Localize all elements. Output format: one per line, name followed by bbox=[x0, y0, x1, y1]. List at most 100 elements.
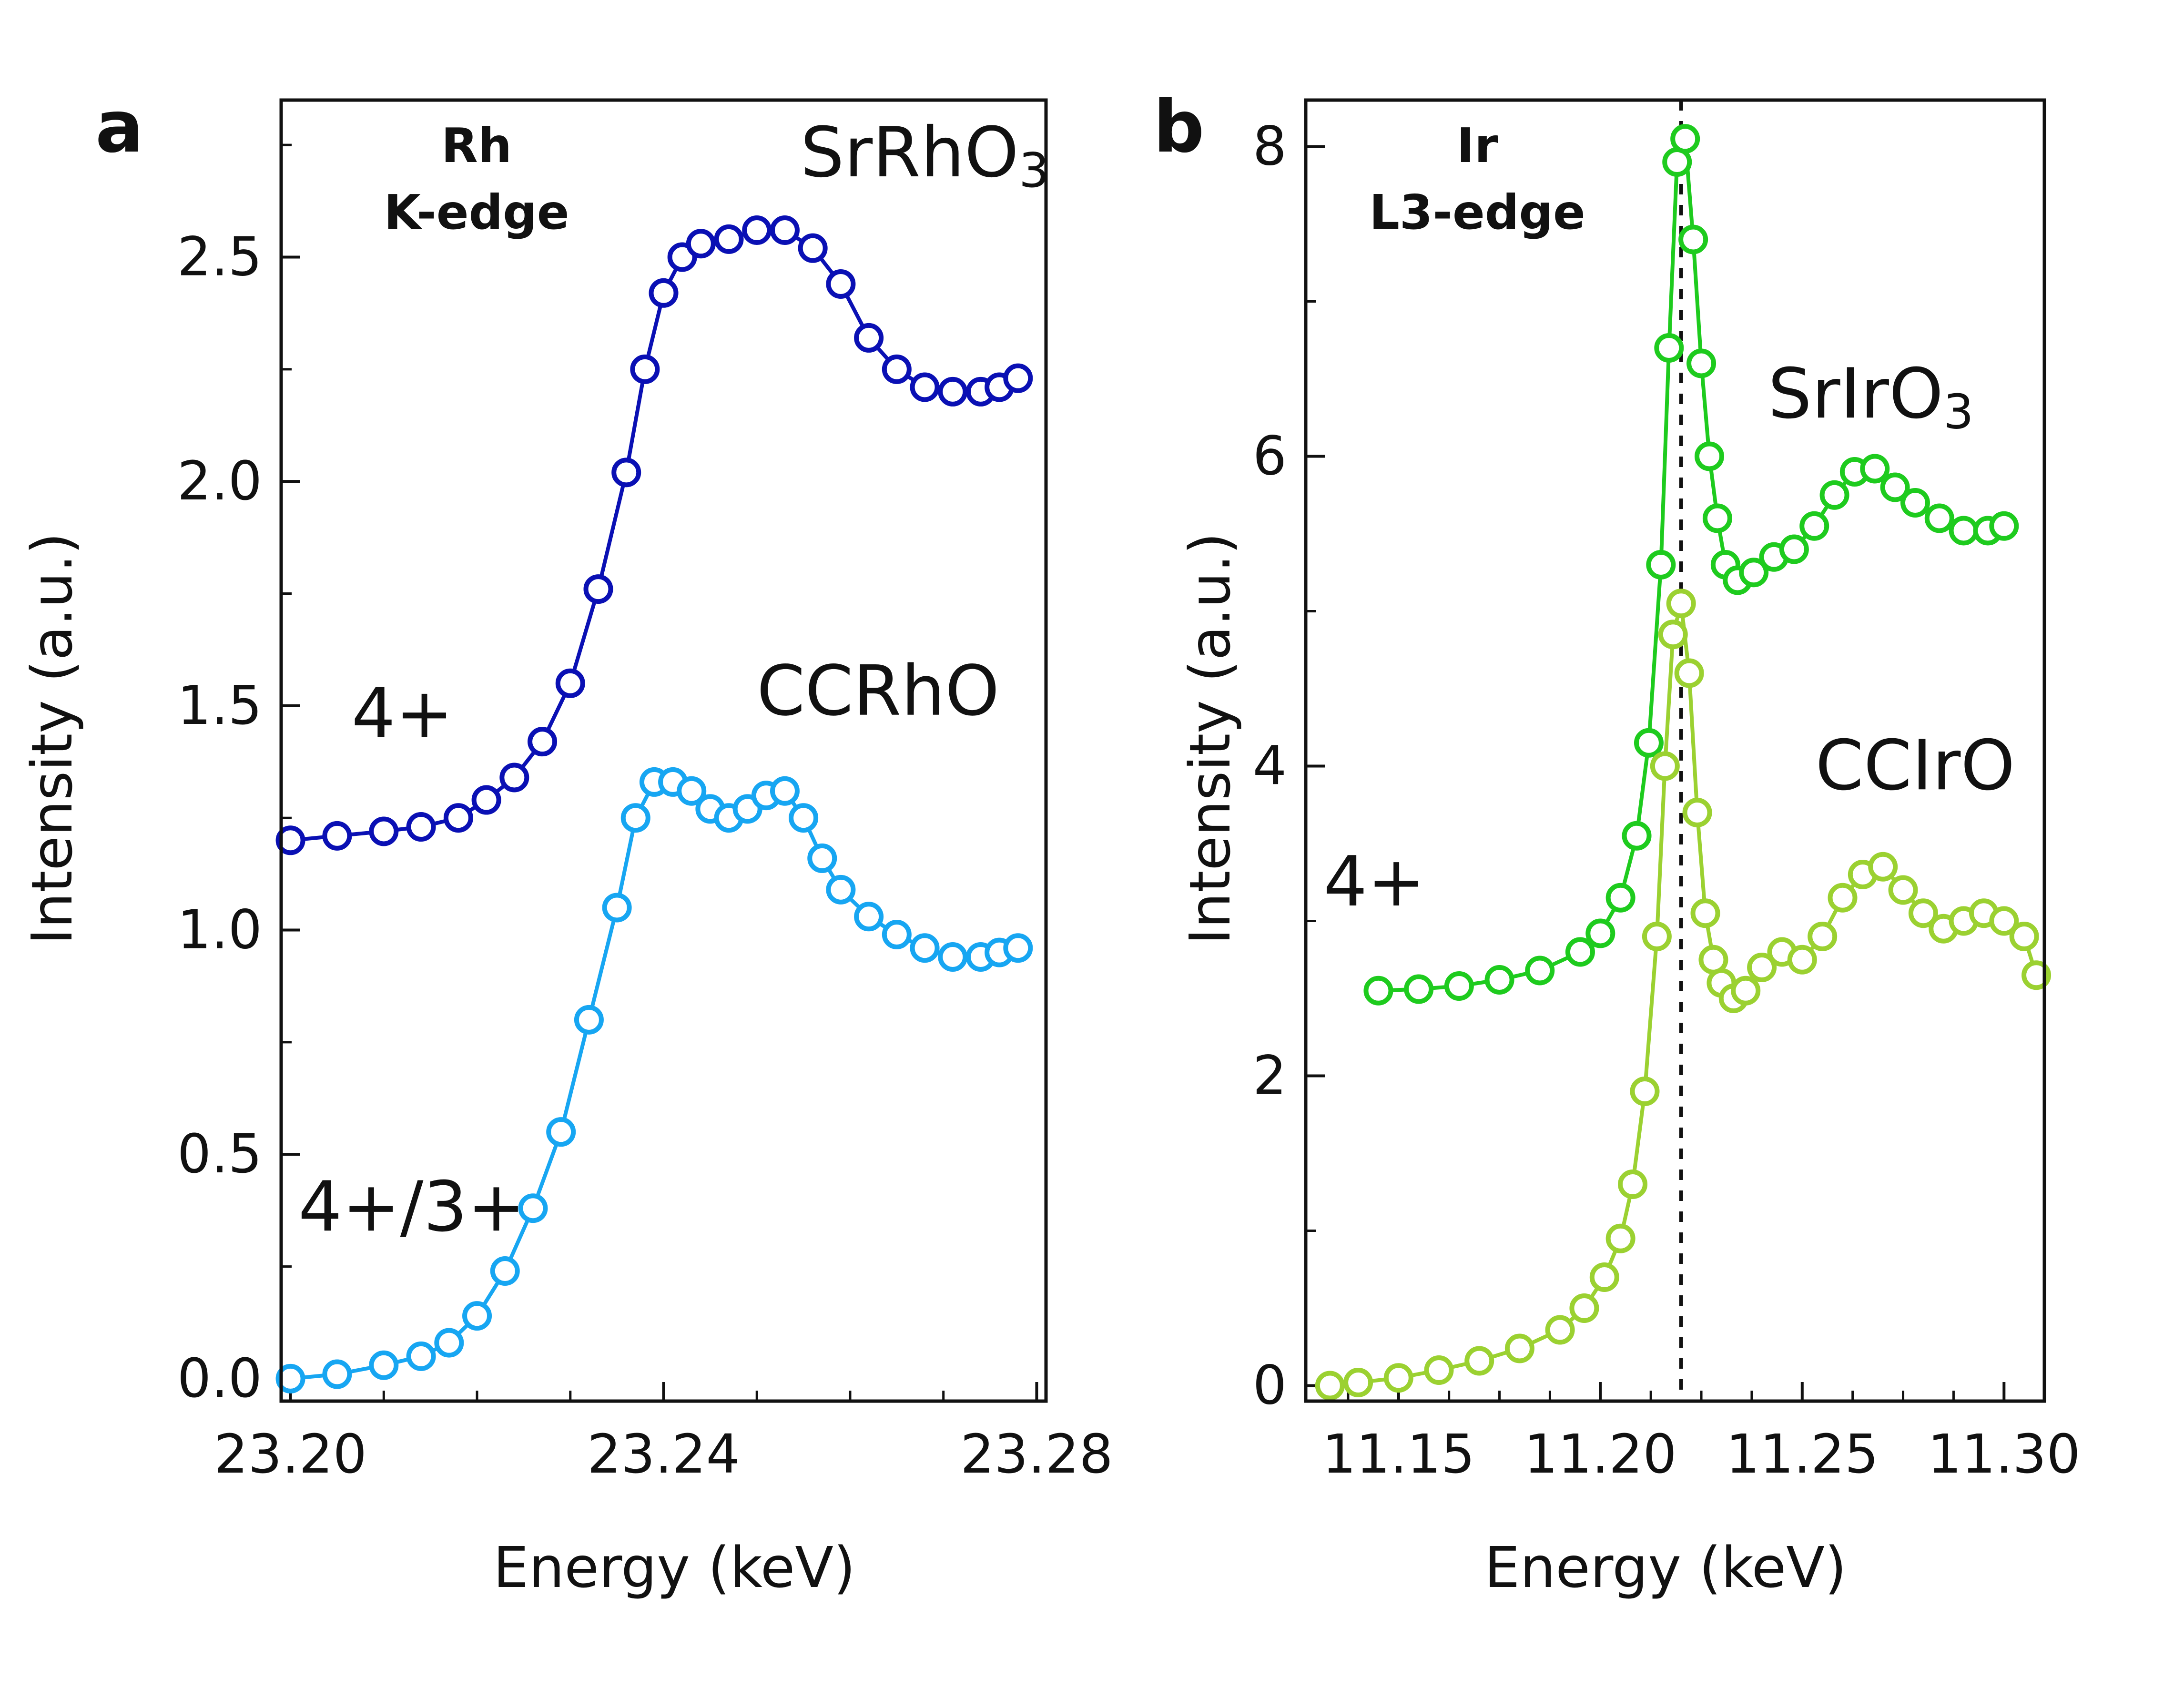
data-point bbox=[770, 776, 800, 806]
data-point bbox=[1779, 534, 1809, 564]
data-point bbox=[1343, 1368, 1373, 1397]
annotation-subscript: 3 bbox=[1943, 384, 1974, 439]
series-annotation: 4+/3+ bbox=[298, 1167, 525, 1247]
panel-a-letter: a bbox=[95, 86, 143, 169]
panel-a-series bbox=[275, 215, 1033, 1393]
x-tick-label: 23.20 bbox=[214, 1424, 367, 1485]
data-point bbox=[1694, 441, 1724, 471]
panel-a: a Rh K-edge 23.20 23.24 23.280.00.51.01.52… bbox=[19, 86, 1113, 1600]
series-line bbox=[290, 780, 1019, 1381]
data-point bbox=[1880, 472, 1910, 502]
data-point bbox=[369, 816, 399, 846]
data-point bbox=[1787, 945, 1817, 975]
data-point bbox=[1315, 1371, 1345, 1401]
series-annotation: SrIrO3 bbox=[1768, 354, 1974, 439]
y-tick-label: 2.5 bbox=[177, 226, 262, 288]
data-point bbox=[1589, 1262, 1619, 1292]
series-annotation: SrRhO3 bbox=[801, 112, 1049, 198]
data-point bbox=[462, 1301, 492, 1331]
data-point bbox=[1808, 922, 1838, 951]
panel-a-edge-label-line1: Rh bbox=[441, 118, 512, 173]
data-point bbox=[938, 942, 968, 972]
panel-b-letter: b bbox=[1153, 86, 1204, 169]
data-point bbox=[1702, 503, 1732, 533]
annotation-subscript: 3 bbox=[1019, 142, 1049, 198]
data-point bbox=[1989, 511, 2019, 541]
y-tick-label: 4 bbox=[1253, 735, 1287, 797]
y-tick-label: 1.0 bbox=[177, 899, 262, 961]
data-point bbox=[1747, 953, 1777, 982]
panel-a-x-axis-title: Energy (keV) bbox=[493, 1535, 855, 1600]
data-point bbox=[1622, 821, 1652, 851]
data-point bbox=[1605, 883, 1635, 913]
data-point bbox=[1618, 1169, 1648, 1199]
data-point bbox=[2021, 960, 2052, 990]
data-point bbox=[546, 1117, 576, 1147]
data-point bbox=[1949, 516, 1979, 546]
data-point bbox=[1424, 1355, 1454, 1385]
panel-b-ticks: 11.15 11.20 11.25 11.30 0 2 4 6 8 bbox=[1253, 116, 2081, 1486]
data-point bbox=[1525, 956, 1555, 986]
data-point bbox=[854, 902, 884, 932]
data-point bbox=[1860, 454, 1890, 484]
data-point bbox=[677, 776, 707, 806]
y-tick-label: 8 bbox=[1253, 116, 1287, 178]
data-point bbox=[1003, 933, 1033, 963]
panel-b-series bbox=[1315, 124, 2052, 1401]
data-point bbox=[1646, 550, 1676, 580]
data-point bbox=[611, 458, 641, 488]
data-point bbox=[714, 224, 744, 254]
data-point bbox=[910, 372, 940, 402]
data-point bbox=[649, 278, 679, 308]
data-point bbox=[1819, 480, 1849, 510]
data-point bbox=[1605, 1223, 1635, 1253]
series-annotation: 4+ bbox=[352, 673, 454, 754]
series-CCRhO bbox=[275, 767, 1033, 1393]
data-point bbox=[826, 269, 856, 299]
data-point bbox=[434, 1328, 464, 1358]
x-tick-label: 23.24 bbox=[587, 1424, 740, 1485]
panel-b-edge-label-line1: Ir bbox=[1457, 118, 1498, 173]
data-point bbox=[406, 1341, 436, 1371]
data-point bbox=[1634, 728, 1664, 758]
data-point bbox=[1545, 1315, 1575, 1345]
data-point bbox=[742, 215, 772, 245]
data-point bbox=[275, 1363, 305, 1393]
panel-a-y-axis-title: Intensity (a.u.) bbox=[19, 532, 85, 945]
series-SrRhO3 bbox=[275, 215, 1033, 855]
data-point bbox=[1989, 906, 2019, 936]
y-tick-label: 2 bbox=[1253, 1045, 1287, 1107]
y-tick-label: 0 bbox=[1253, 1355, 1287, 1417]
data-point bbox=[882, 354, 912, 384]
data-point bbox=[1654, 333, 1684, 363]
data-point bbox=[1682, 798, 1712, 827]
y-tick-label: 0.0 bbox=[177, 1348, 262, 1410]
data-point bbox=[789, 803, 819, 833]
data-point bbox=[275, 825, 305, 855]
panel-a-plot-frame bbox=[279, 98, 1048, 1403]
x-tick-label: 11.25 bbox=[1726, 1424, 1879, 1485]
data-point bbox=[1731, 976, 1761, 1006]
data-point bbox=[322, 1359, 352, 1389]
data-point bbox=[1484, 965, 1514, 995]
data-point bbox=[910, 933, 940, 963]
data-point bbox=[1900, 488, 1930, 518]
y-tick-label: 0.5 bbox=[177, 1123, 262, 1185]
panel-b-y-axis-title: Intensity (a.u.) bbox=[1177, 532, 1243, 945]
data-point bbox=[1569, 1293, 1599, 1323]
panel-b: b Ir L3-edge 11.15 11.20 11.25 11.30 0 2 4 6 8 E… bbox=[1153, 86, 2081, 1600]
data-point bbox=[1828, 883, 1858, 913]
data-point bbox=[518, 1193, 548, 1223]
data-point bbox=[1565, 937, 1595, 967]
data-point bbox=[406, 812, 436, 842]
x-tick-label: 11.15 bbox=[1322, 1424, 1475, 1485]
panel-b-x-axis-title: Energy (keV) bbox=[1484, 1535, 1847, 1600]
data-point bbox=[1739, 558, 1769, 588]
series-line bbox=[1378, 138, 2005, 993]
data-point bbox=[490, 1256, 520, 1286]
data-point bbox=[1686, 348, 1717, 378]
panel-b-plot-frame bbox=[1304, 98, 2046, 1403]
data-point bbox=[1678, 224, 1708, 254]
x-tick-label: 11.20 bbox=[1524, 1424, 1677, 1485]
